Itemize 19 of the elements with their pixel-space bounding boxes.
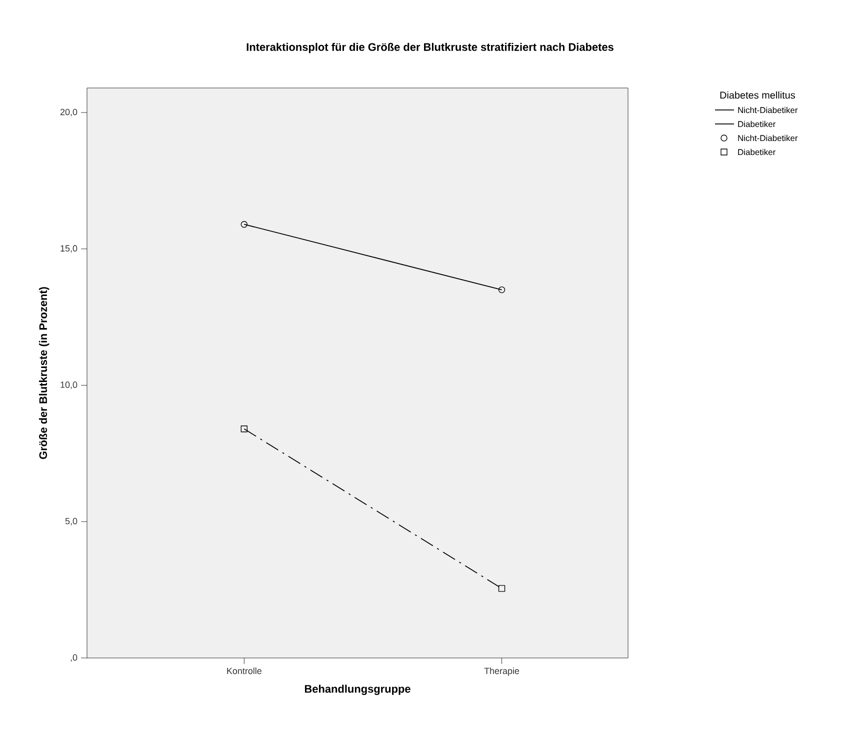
legend-label: Diabetiker	[738, 148, 776, 156]
x-tick-label: Kontrolle	[227, 668, 262, 674]
y-tick-label: 5,0	[65, 518, 78, 526]
point	[498, 286, 506, 294]
text: Diabetiker	[738, 120, 776, 128]
y-axis-title: Größe der Blutkruste (in Prozent)	[38, 287, 50, 459]
point	[240, 426, 248, 432]
x-axis-title: Behandlungsgruppe	[304, 684, 410, 695]
y-tick-label: 10,0	[60, 382, 78, 389]
legend-title: Diabetes mellitus	[720, 91, 795, 99]
y-tick-label: 20,0	[60, 108, 78, 116]
point	[498, 585, 506, 592]
y-tick-label: 15,0	[60, 245, 78, 253]
chart-title: Interaktionsplot für die Größe der Blutkruste stratifiziert nach Diabetes	[246, 42, 614, 54]
x-tick-label: Therapie	[484, 668, 520, 676]
text: Nicht-Diabetiker	[738, 106, 798, 114]
point	[240, 220, 248, 228]
y-tick-label: ,0	[70, 654, 78, 662]
legend-label: Nicht-Diabetiker	[738, 134, 798, 142]
